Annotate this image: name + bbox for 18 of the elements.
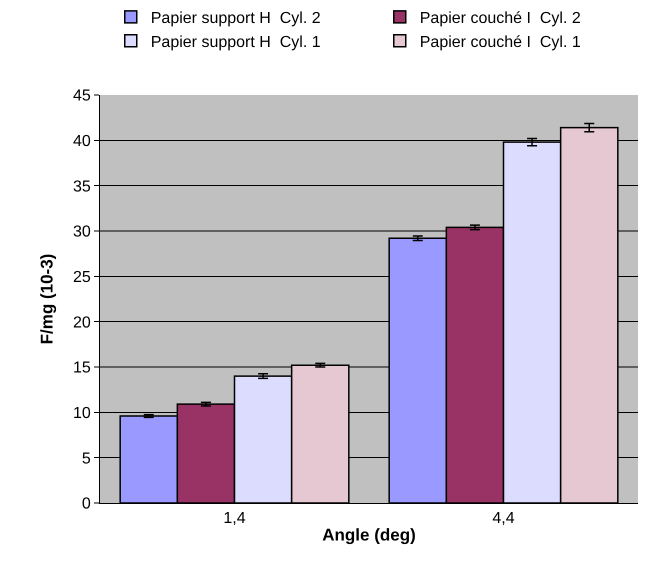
- legend-label: Papier couché I Cyl. 1: [420, 34, 581, 51]
- y-tick-label: 45: [73, 88, 91, 105]
- y-tick-label: 10: [73, 404, 91, 422]
- x-axis-title: Angle (deg): [322, 526, 416, 545]
- y-tick-label: 40: [73, 132, 91, 150]
- legend-label: Papier support H Cyl. 1: [150, 34, 321, 51]
- x-tick-label: 1,4: [223, 510, 246, 528]
- legend-label: Papier couché I Cyl. 2: [420, 10, 581, 28]
- y-tick-label: 15: [73, 360, 91, 377]
- y-tick-label: 0: [82, 496, 91, 513]
- y-tick-label: 5: [82, 450, 91, 468]
- y-axis-title: F/mg (10-3): [38, 254, 57, 344]
- legend-label: Papier support H Cyl. 2: [150, 10, 321, 28]
- y-tick-label: 20: [73, 314, 91, 332]
- y-tick-label: 30: [73, 224, 91, 241]
- y-tick-label: 25: [73, 268, 91, 286]
- y-tick-label: 35: [73, 178, 91, 196]
- x-tick-label: 4,4: [492, 510, 515, 528]
